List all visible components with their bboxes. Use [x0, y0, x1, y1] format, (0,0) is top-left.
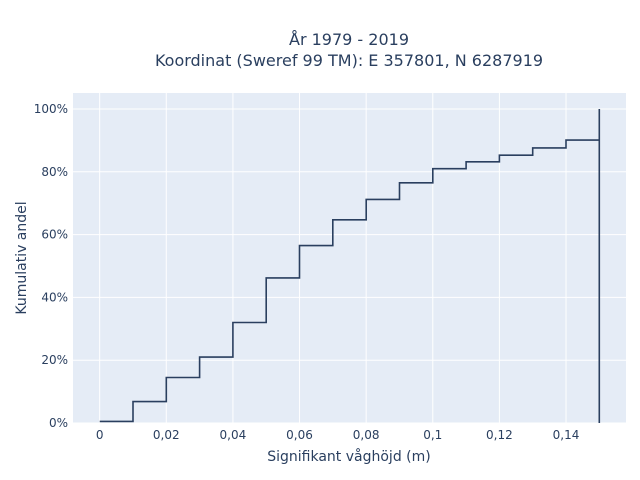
cumulative-step-line	[99, 109, 601, 423]
plot-area	[73, 93, 626, 423]
x-tick-label: 0,1	[423, 428, 442, 442]
x-tick-labels: 0 0,02 0,04 0,06 0,08 0,1 0,12 0,14	[96, 428, 580, 442]
x-tick-label: 0,06	[286, 428, 313, 442]
y-tick-label: 0%	[49, 416, 68, 430]
chart-title-line-2: Koordinat (Sweref 99 TM): E 357801, N 62…	[155, 51, 543, 70]
y-tick-label: 40%	[41, 290, 68, 304]
y-tick-label: 60%	[41, 228, 68, 242]
x-axis-label: Signifikant våghöjd (m)	[267, 448, 430, 465]
y-gridlines	[73, 108, 626, 424]
y-tick-label: 80%	[41, 165, 68, 179]
x-tick-label: 0,14	[553, 428, 580, 442]
x-tick-label: 0,08	[353, 428, 380, 442]
y-tick-labels: 0% 20% 40% 60% 80% 100%	[34, 102, 68, 430]
y-tick-label: 20%	[41, 353, 68, 367]
y-axis-label: Kumulativ andel	[14, 201, 30, 314]
chart-title-line-1: År 1979 - 2019	[289, 30, 409, 49]
x-tick-label: 0,04	[220, 428, 247, 442]
series-group	[99, 109, 601, 423]
x-tick-label: 0,12	[486, 428, 513, 442]
x-tick-label: 0,02	[153, 428, 180, 442]
y-tick-label: 100%	[34, 102, 68, 116]
x-tick-label: 0	[96, 428, 104, 442]
